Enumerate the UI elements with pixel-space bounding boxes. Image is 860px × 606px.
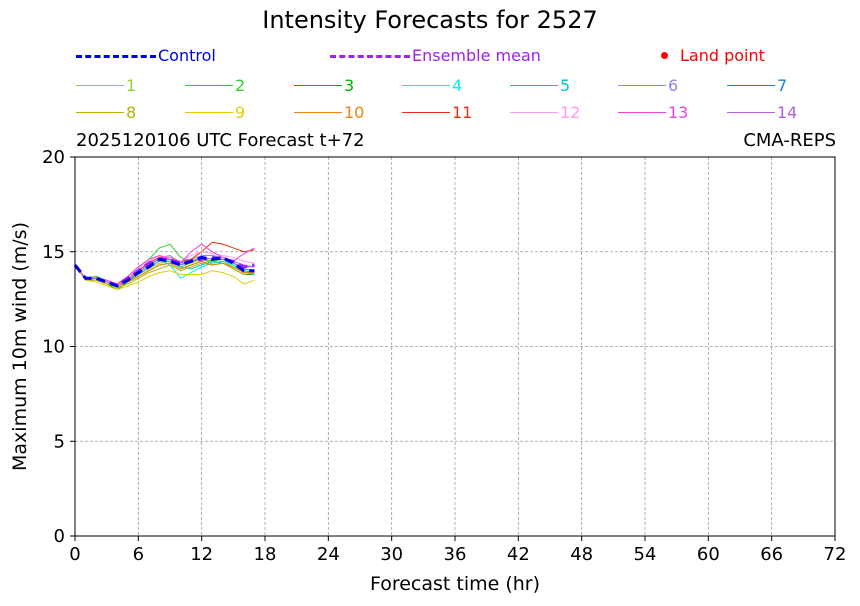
legend-member-12: 12	[510, 101, 610, 125]
legend-member-9: 9	[185, 101, 285, 125]
legend-ensemble-mean: Ensemble mean	[330, 44, 580, 68]
grid	[75, 157, 835, 536]
x-tick-label: 60	[697, 544, 720, 565]
legend-member-label: 4	[452, 76, 463, 95]
x-tick-label: 24	[317, 544, 340, 565]
legend-member-line	[185, 112, 233, 113]
y-tick-label: 15	[42, 242, 65, 263]
legend-member-label: 11	[452, 103, 473, 122]
x-tick-label: 36	[444, 544, 467, 565]
legend-control: Control	[76, 44, 256, 68]
legend-member-11: 11	[402, 101, 502, 125]
x-tick-label: 48	[570, 544, 593, 565]
x-tick-label: 30	[380, 544, 403, 565]
legend-member-8: 8	[76, 101, 176, 125]
legend-member-label: 3	[344, 76, 355, 95]
series-layer	[73, 241, 255, 291]
legend-member-line	[727, 112, 775, 113]
legend-member-label: 7	[777, 76, 788, 95]
legend-member-line	[510, 112, 558, 113]
legend-member-line	[402, 112, 450, 113]
legend-member-14: 14	[727, 101, 827, 125]
legend-member-line	[294, 85, 342, 86]
y-axis-label: Maximum 10m wind (m/s)	[9, 222, 31, 471]
legend-control-line	[76, 55, 156, 58]
legend-member-line	[618, 112, 666, 113]
x-tick-label: 0	[69, 544, 80, 565]
y-tick-label: 20	[42, 147, 65, 168]
x-tick-label: 6	[133, 544, 144, 565]
legend-member-label: 14	[777, 103, 798, 122]
legend-member-13: 13	[618, 101, 718, 125]
legend-member-label: 10	[344, 103, 365, 122]
legend-member-label: 13	[668, 103, 689, 122]
legend-land-point: Land point	[660, 44, 820, 68]
model-name-label: CMA-REPS	[743, 130, 836, 151]
legend-member-7: 7	[727, 74, 827, 98]
ticks: 0 6 12 18 24 30 36 42 48 54 60 66 72 0 5 10 15 20	[42, 147, 846, 565]
legend-member-line	[185, 85, 233, 86]
legend-row-special: Control Ensemble mean Land point	[0, 44, 860, 68]
x-axis-label: Forecast time (hr)	[370, 573, 540, 595]
y-tick-label: 10	[42, 337, 65, 358]
x-tick-label: 12	[190, 544, 213, 565]
legend-mean-line	[330, 55, 410, 58]
legend-member-1: 1	[76, 74, 176, 98]
legend-member-line	[618, 85, 666, 86]
forecast-time-label: 2025120106 UTC Forecast t+72	[76, 130, 365, 151]
legend-member-4: 4	[402, 74, 502, 98]
x-tick-label: 54	[634, 544, 657, 565]
x-tick-label: 18	[254, 544, 277, 565]
y-tick-label: 5	[54, 431, 65, 452]
x-tick-label: 66	[760, 544, 783, 565]
legend-member-label: 1	[126, 76, 137, 95]
legend-land-point-label: Land point	[680, 46, 765, 65]
legend-member-line	[402, 85, 450, 86]
y-tick-label: 0	[54, 526, 65, 547]
legend-member-10: 10	[294, 101, 394, 125]
legend-member-label: 9	[235, 103, 246, 122]
chart-title: Intensity Forecasts for 2527	[262, 6, 598, 34]
legend-member-line	[294, 112, 342, 113]
legend-control-label: Control	[158, 46, 216, 65]
x-tick-label: 42	[507, 544, 530, 565]
land-point-marker-icon	[661, 52, 668, 59]
series-line-member-9	[74, 264, 255, 291]
legend-member-2: 2	[185, 74, 285, 98]
legend-member-label: 2	[235, 76, 246, 95]
legend-member-label: 8	[126, 103, 137, 122]
legend-member-line	[510, 85, 558, 86]
legend-member-label: 12	[560, 103, 581, 122]
legend-member-6: 6	[618, 74, 718, 98]
legend-mean-label: Ensemble mean	[412, 46, 541, 65]
legend-member-line	[727, 85, 775, 86]
legend-member-label: 5	[560, 76, 571, 95]
legend-member-label: 6	[668, 76, 679, 95]
legend-member-3: 3	[294, 74, 394, 98]
x-tick-label: 72	[824, 544, 847, 565]
legend-member-5: 5	[510, 74, 610, 98]
legend-member-line	[76, 85, 124, 86]
series-line-control	[73, 255, 255, 288]
legend-member-line	[76, 112, 124, 113]
